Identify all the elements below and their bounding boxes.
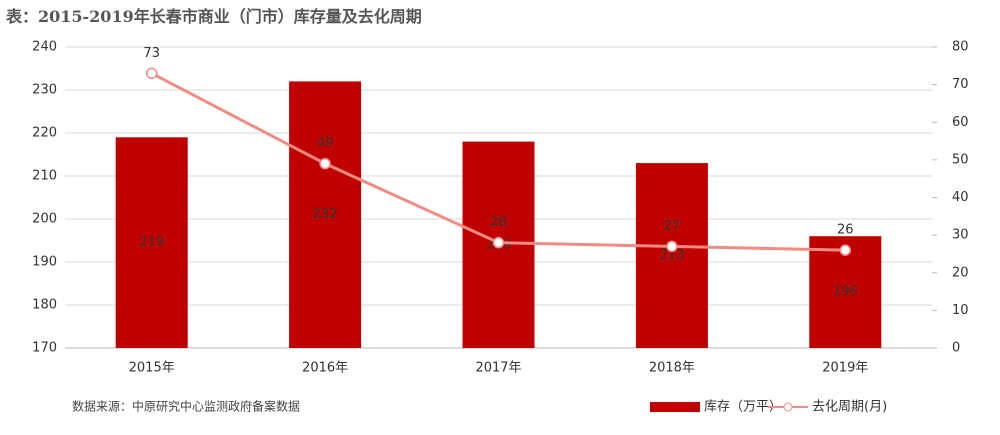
y2-tick-label: 80 xyxy=(952,40,969,55)
y2-tick-label: 0 xyxy=(952,341,960,356)
line-marker xyxy=(492,236,505,249)
line-value-label: 28 xyxy=(490,215,507,230)
line-value-label: 27 xyxy=(664,219,681,234)
y2-tick-label: 50 xyxy=(952,152,969,167)
y-tick-label: 200 xyxy=(32,212,57,227)
chart-title: 表：2015-2019年长春市商业（门市）库存量及去化周期 xyxy=(5,7,422,26)
x-tick-label: 2016年 xyxy=(302,361,348,376)
y2-tick-label: 40 xyxy=(952,190,969,205)
y2-tick-label: 10 xyxy=(952,303,969,318)
bar-value-label: 232 xyxy=(313,207,338,222)
bar xyxy=(289,81,362,349)
y2-tick-label: 30 xyxy=(952,228,969,243)
line-marker xyxy=(839,244,852,256)
y-tick-label: 190 xyxy=(32,255,57,270)
line-marker xyxy=(319,157,331,170)
bar xyxy=(115,137,188,348)
y-tick-label: 210 xyxy=(32,169,57,184)
y-tick-label: 170 xyxy=(32,341,57,356)
line-value-label: 26 xyxy=(837,223,854,238)
y2-tick-label: 20 xyxy=(952,265,969,280)
bar xyxy=(635,163,708,348)
x-tick-label: 2017年 xyxy=(475,361,521,376)
legend-label: 库存（万平） xyxy=(704,399,782,415)
legend-swatch xyxy=(650,402,700,412)
bar-value-label: 213 xyxy=(659,248,684,263)
y-tick-label: 220 xyxy=(32,126,57,141)
bar-value-label: 219 xyxy=(139,235,164,250)
legend-label: 去化周期(月) xyxy=(812,400,887,415)
y2-tick-label: 70 xyxy=(952,77,969,92)
x-tick-label: 2019年 xyxy=(822,361,868,376)
line-marker xyxy=(666,240,678,253)
line-value-label: 73 xyxy=(143,46,160,61)
line-marker xyxy=(145,67,158,80)
y2-tick-label: 60 xyxy=(952,115,969,130)
source-note: 数据来源：中原研究中心监测政府备案数据 xyxy=(72,399,300,414)
x-tick-label: 2018年 xyxy=(649,361,695,376)
bar-value-label: 196 xyxy=(833,285,858,300)
y-tick-label: 180 xyxy=(32,298,57,313)
x-tick-label: 2015年 xyxy=(129,361,175,376)
line-value-label: 49 xyxy=(317,136,334,151)
y-tick-label: 230 xyxy=(32,83,57,98)
legend-marker xyxy=(783,402,793,412)
y-tick-label: 240 xyxy=(32,40,57,55)
